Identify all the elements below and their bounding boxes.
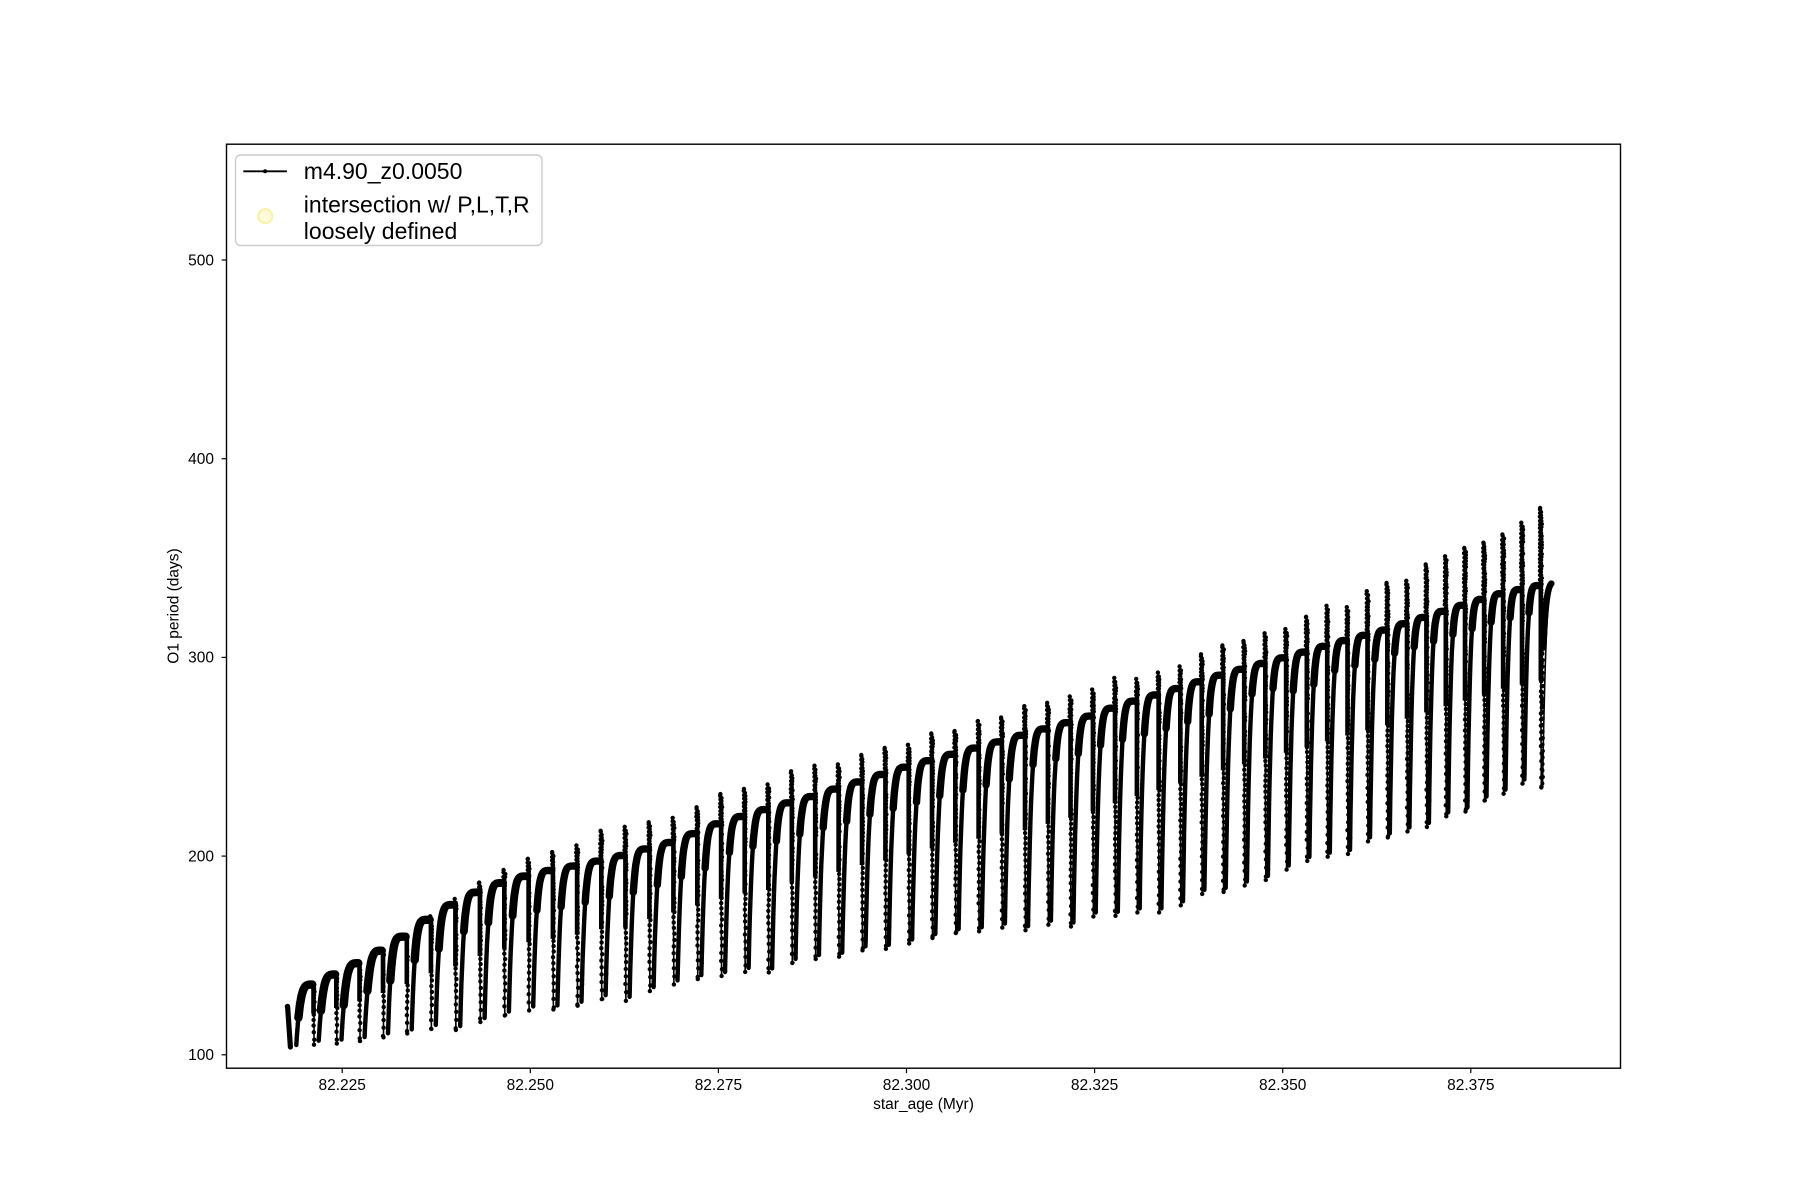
svg-text:m4.90_z0.0050: m4.90_z0.0050 [304, 158, 463, 184]
svg-text:star_age (Myr): star_age (Myr) [873, 1096, 974, 1113]
svg-text:82.300: 82.300 [883, 1077, 931, 1094]
svg-text:loosely defined: loosely defined [304, 218, 457, 244]
svg-text:200: 200 [188, 848, 214, 865]
svg-text:82.350: 82.350 [1259, 1077, 1307, 1094]
svg-text:400: 400 [188, 451, 214, 468]
svg-text:82.275: 82.275 [695, 1077, 742, 1094]
svg-text:O1 period (days): O1 period (days) [165, 548, 182, 663]
svg-text:82.250: 82.250 [507, 1077, 555, 1094]
svg-text:82.225: 82.225 [318, 1077, 365, 1094]
svg-text:300: 300 [188, 650, 214, 667]
svg-text:82.375: 82.375 [1447, 1077, 1494, 1094]
svg-text:100: 100 [188, 1047, 214, 1064]
svg-text:intersection w/ P,L,T,R: intersection w/ P,L,T,R [304, 192, 530, 218]
svg-text:500: 500 [188, 252, 214, 269]
svg-text:82.325: 82.325 [1071, 1077, 1118, 1094]
